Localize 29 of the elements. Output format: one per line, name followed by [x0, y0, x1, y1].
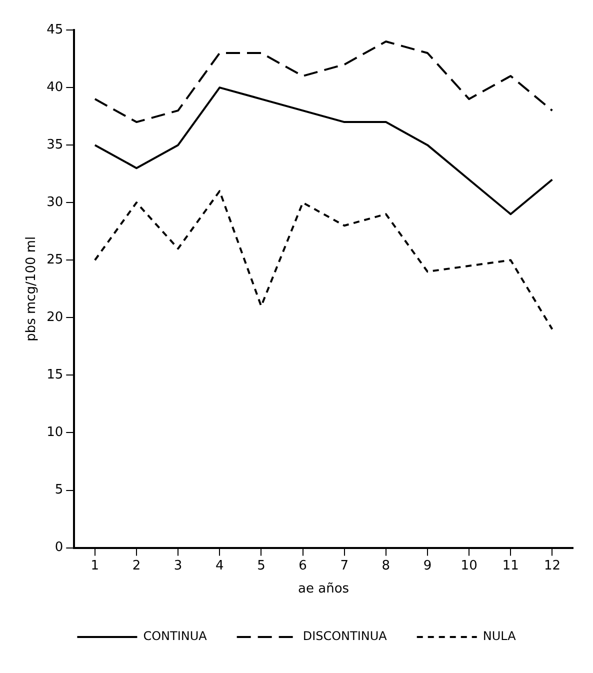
y-tick-label: 40	[46, 80, 64, 95]
x-tick-label: 10	[460, 558, 478, 574]
y-tick-label: 0	[54, 540, 64, 556]
y-tick-label: 35	[46, 137, 64, 152]
x-tick-label: 7	[340, 558, 348, 574]
legend-label: NULA	[482, 629, 517, 644]
y-tick-label: 15	[46, 368, 64, 383]
line-series	[94, 40, 554, 124]
legend-label: DISCONTINUA	[302, 629, 388, 644]
x-tick-label: 3	[174, 558, 182, 574]
x-tick-label: 2	[132, 558, 141, 574]
y-tick-label: 25	[46, 252, 64, 268]
y-tick-label: 20	[46, 310, 64, 326]
x-tick-label: 12	[544, 558, 560, 574]
x-tick-label: 9	[423, 558, 432, 574]
x-tick-label: 5	[257, 558, 266, 574]
x-tick-label: 8	[382, 558, 390, 574]
x-axis-title: ae años	[298, 582, 350, 597]
line-series	[94, 190, 554, 330]
x-tick-label: 4	[216, 558, 224, 574]
y-tick-label: 10	[46, 425, 64, 440]
y-axis-title: pbs mcg/100 ml	[24, 236, 40, 342]
x-tick-label: 6	[298, 558, 307, 574]
y-tick-label: 45	[46, 22, 64, 38]
y-tick-label: 5	[54, 482, 64, 498]
y-tick-label: 30	[46, 194, 64, 210]
x-tick-label: 1	[90, 558, 100, 574]
x-tick-label: 11	[502, 558, 519, 574]
legend-label: CONTINUA	[143, 629, 208, 644]
